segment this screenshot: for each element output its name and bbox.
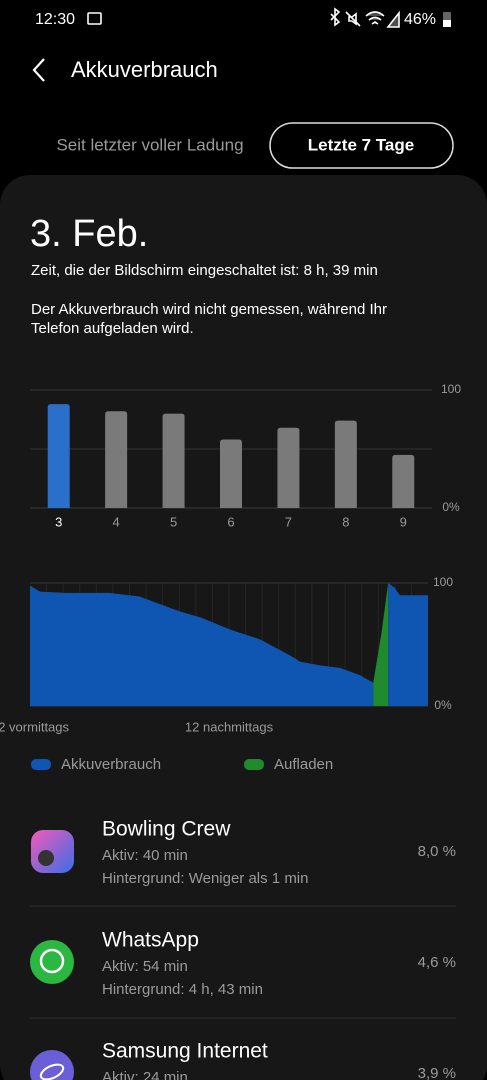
bar bbox=[220, 439, 242, 508]
tab-selected-frame[interactable] bbox=[269, 122, 454, 169]
gallery-icon bbox=[87, 12, 102, 25]
card bbox=[0, 175, 487, 1080]
bowling-crew-icon bbox=[31, 830, 74, 873]
battery-level bbox=[443, 20, 451, 27]
bar bbox=[334, 420, 357, 508]
time: 12:30 bbox=[35, 11, 75, 28]
app-background: Hintergrund: Weniger als 1 min bbox=[102, 870, 308, 887]
screen-time: Zeit, die der Bildschirm eingeschaltet i… bbox=[31, 262, 378, 279]
app-percent: 4,6 % bbox=[418, 954, 456, 971]
whatsapp-glyph bbox=[39, 948, 65, 974]
app-active: Aktiv: 24 min bbox=[102, 1069, 188, 1080]
app-active: Aktiv: 54 min bbox=[102, 958, 188, 975]
app-percent: 3,9 % bbox=[418, 1065, 456, 1080]
x-tick-label: 4 bbox=[113, 514, 120, 529]
app-active: Aktiv: 40 min bbox=[102, 847, 188, 864]
tab-selected[interactable]: Letzte 7 Tage bbox=[308, 135, 414, 154]
signal-icons bbox=[365, 10, 400, 28]
x-tick-label: 12 nachmittags bbox=[185, 719, 274, 734]
tab[interactable]: Seit letzter voller Ladung bbox=[56, 135, 243, 154]
area bbox=[388, 583, 428, 706]
x-tick-label: 12 vormittags bbox=[0, 719, 70, 734]
x-tick-label: 6 bbox=[227, 514, 234, 529]
x-tick-label: 7 bbox=[285, 514, 292, 529]
app-name: WhatsApp bbox=[102, 929, 199, 952]
app-background: Hintergrund: 4 h, 43 min bbox=[102, 981, 263, 998]
legend-label: Akkuverbrauch bbox=[61, 756, 161, 773]
bowling-ball bbox=[38, 850, 54, 866]
y-tick-label: 100 bbox=[433, 575, 453, 589]
bar bbox=[277, 427, 300, 508]
x-tick-label: 9 bbox=[400, 514, 407, 529]
legend-swatch bbox=[244, 759, 264, 770]
x-tick-label: 5 bbox=[170, 514, 177, 529]
status-icons bbox=[330, 7, 361, 27]
area bbox=[30, 585, 374, 706]
header-title: Akkuverbrauch bbox=[71, 57, 218, 82]
note: Telefon aufgeladen wird. bbox=[31, 320, 194, 337]
bar bbox=[392, 454, 415, 508]
samsung-internet-glyph bbox=[39, 1063, 65, 1080]
whatsapp-icon bbox=[30, 940, 74, 984]
date: 3. Feb. bbox=[30, 213, 148, 255]
app-name: Bowling Crew bbox=[102, 818, 231, 841]
area bbox=[373, 583, 389, 706]
bar bbox=[162, 413, 185, 508]
bar bbox=[47, 404, 70, 508]
battery-percent: 46% bbox=[404, 11, 436, 28]
x-tick-label: 8 bbox=[342, 514, 349, 529]
y-tick-label: 0% bbox=[434, 698, 452, 712]
legend-label: Aufladen bbox=[274, 756, 333, 773]
y-tick-label: 100 bbox=[441, 382, 461, 396]
note: Der Akkuverbrauch wird nicht gemessen, w… bbox=[31, 301, 387, 318]
app-name: Samsung Internet bbox=[102, 1040, 268, 1063]
back-button[interactable] bbox=[32, 58, 45, 82]
bar bbox=[105, 411, 128, 508]
legend-swatch bbox=[31, 759, 51, 770]
y-tick-label: 0% bbox=[442, 500, 460, 514]
app-percent: 8,0 % bbox=[418, 843, 456, 860]
x-tick-label: 3 bbox=[55, 514, 62, 529]
